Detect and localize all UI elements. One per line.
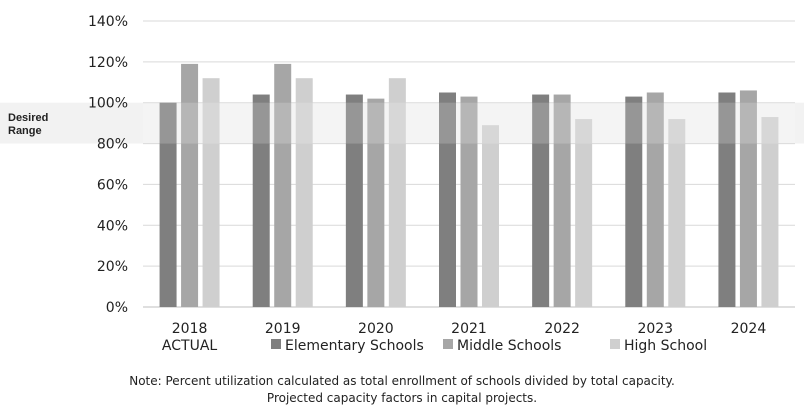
x-category-label: 2018 ACTUAL [162,321,217,354]
y-tick-label: 60% [97,177,128,193]
bar-elementary-schools [345,94,363,308]
x-category-label: 2022 [544,321,580,337]
bar-middle-schools [739,90,757,307]
x-category-label: 2023 [637,321,673,337]
bar-high-school [388,78,406,307]
legend-swatch [610,339,620,349]
bar-high-school [295,78,313,307]
legend-label: High School [624,338,707,354]
y-tick-label: 80% [97,137,128,153]
y-tick-label: 120% [88,55,128,71]
x-category-label: 2020 [358,321,394,337]
y-tick-label: 140% [88,14,128,30]
bar-elementary-schools [625,96,643,307]
x-category-label: 2021 [451,321,487,337]
legend-item: High School [610,338,707,354]
note-line-2: Projected capacity factors in capital pr… [266,391,538,405]
legend: Elementary Schools Middle Schools High Sch… [271,338,707,354]
bar-middle-schools [181,63,199,308]
bar-elementary-schools [532,94,550,308]
desired-range-label: Desired Range [8,112,48,137]
bar-elementary-schools [439,92,456,307]
legend-item: Middle Schools [443,338,561,354]
legend-swatch [443,339,453,349]
legend-swatch [271,339,281,349]
bar-middle-schools [460,96,478,307]
bar-high-school [482,125,499,307]
legend-label: Middle Schools [457,338,561,354]
y-tick-label: 100% [88,96,128,112]
axis-labels: 0% 20% 40% 60% 80% 100% 120% 140% 2018 ACTUAL 2019… [88,14,766,354]
bar-middle-schools [367,98,385,307]
x-category-label: 2019 [265,321,301,337]
desired-range-overlay [143,102,795,144]
y-tick-label: 0% [106,300,128,316]
bar-middle-schools [646,92,664,307]
bar-middle-schools [553,94,571,308]
bar-high-school [668,119,686,307]
bar-high-school [575,119,593,307]
bars [143,63,795,308]
bar-elementary-schools [159,102,177,307]
legend-item: Elementary Schools [271,338,424,354]
note-line-1: Note: Percent utilization calculated as … [129,374,675,388]
x-category-label: 2024 [731,321,767,337]
y-tick-label: 40% [97,218,128,234]
legend-label: Elementary Schools [285,338,424,354]
bar-elementary-schools [718,92,736,307]
bar-elementary-schools [252,94,270,308]
bar-high-school [202,78,220,307]
y-tick-label: 20% [97,259,128,275]
bar-middle-schools [274,63,292,308]
bar-high-school [761,117,779,307]
